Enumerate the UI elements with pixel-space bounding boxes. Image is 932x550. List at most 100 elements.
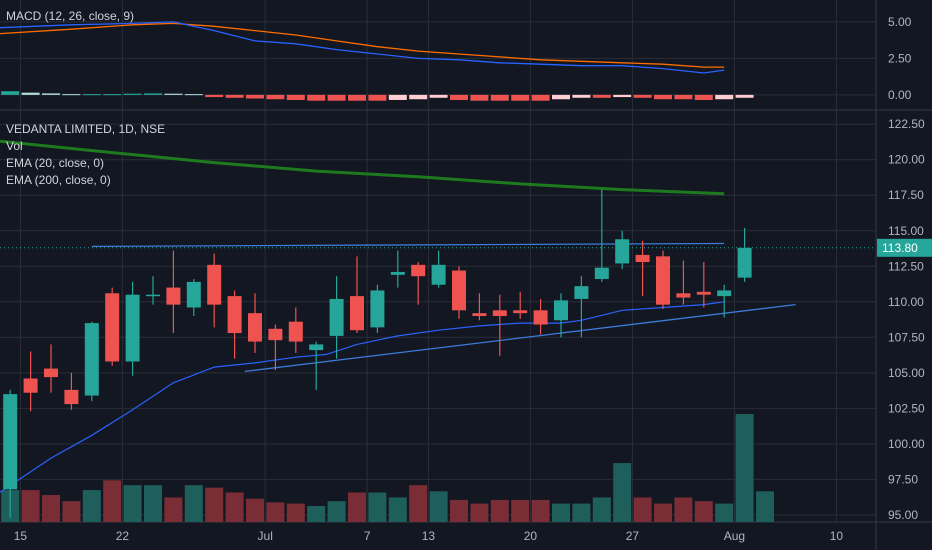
candle[interactable] [105,287,120,366]
candle[interactable] [23,351,38,412]
candle-body[interactable] [615,239,630,264]
candle-body[interactable] [166,287,181,305]
ema20-legend-label[interactable]: EMA (20, close, 0) [6,156,105,170]
candle-body[interactable] [146,294,160,297]
candle[interactable] [288,307,303,353]
candle[interactable] [513,291,528,319]
candle[interactable] [533,298,548,335]
candle[interactable] [146,276,160,305]
volume-bar [388,497,407,522]
candle[interactable] [207,253,222,328]
candle-body[interactable] [737,247,752,278]
candle-body[interactable] [594,267,609,280]
candle[interactable] [350,256,364,334]
macd-histogram-bar [21,92,40,95]
candle[interactable] [411,262,426,305]
candle[interactable] [309,341,324,390]
candle-body[interactable] [370,290,385,328]
candle[interactable] [64,372,79,410]
candle[interactable] [248,293,262,353]
candle[interactable] [717,284,732,318]
candle[interactable] [737,227,752,282]
candle[interactable] [186,279,201,316]
macd-histogram-bar [103,94,122,96]
candle[interactable] [84,321,99,402]
candle[interactable] [574,276,589,338]
macd-histogram-bar [1,91,20,95]
candle-body[interactable] [288,321,303,342]
macd-histogram-bar [368,94,387,101]
price-tick-label: 105.00 [888,366,925,380]
candle-body[interactable] [431,264,446,285]
volume-bar [633,497,652,522]
candle[interactable] [594,189,609,282]
candle-body[interactable] [452,270,466,311]
candle[interactable] [125,281,140,376]
volume-bar [674,497,693,522]
candle-body[interactable] [329,298,344,336]
candle-body[interactable] [513,310,528,314]
candle[interactable] [615,230,630,270]
candle[interactable] [656,250,670,309]
candle-body[interactable] [268,328,283,341]
time-tick-label: 7 [364,529,371,543]
candle-body[interactable] [64,389,79,405]
candle-body[interactable] [717,290,732,297]
candle-body[interactable] [125,294,140,362]
candle-body[interactable] [227,296,242,334]
candle[interactable] [554,293,568,338]
candle[interactable] [431,250,446,288]
candle[interactable] [268,324,283,370]
candle-body[interactable] [23,378,38,393]
candle[interactable] [452,266,466,319]
candle-body[interactable] [309,344,324,351]
candle-body[interactable] [533,310,548,325]
candle-body[interactable] [492,310,507,316]
volume-bar [694,501,713,522]
symbol-title[interactable]: VEDANTA LIMITED, 1D, NSE [6,122,166,136]
price-tick-label: 120.00 [888,153,925,167]
candle-body[interactable] [635,254,650,263]
candle-body[interactable] [350,296,364,331]
candle-body[interactable] [472,313,487,316]
volume-bar [307,506,326,522]
candle[interactable] [329,276,344,359]
candle[interactable] [696,262,711,308]
volume-legend-label[interactable]: Vol [6,139,23,153]
candle-body[interactable] [248,313,262,342]
candle-body[interactable] [696,291,711,295]
candle-body[interactable] [390,271,405,275]
candle-body[interactable] [554,300,568,321]
macd-histogram-bar [307,94,326,101]
candle-body[interactable] [656,256,670,305]
ema200-legend-label[interactable]: EMA (200, close, 0) [6,173,111,187]
candle-body[interactable] [84,323,99,396]
volume-bar [225,492,244,522]
candle-body[interactable] [44,368,58,378]
candle-body[interactable] [676,293,691,298]
price-tick-label: 97.50 [888,472,918,486]
candle-body[interactable] [3,394,18,490]
candle[interactable] [44,344,58,393]
candle[interactable] [370,284,385,334]
candle[interactable] [3,389,18,518]
macd-histogram-bar [511,94,530,101]
candlesticks[interactable] [3,189,752,518]
candle-body[interactable] [574,286,589,299]
candle-body[interactable] [186,281,201,308]
candle-body[interactable] [105,293,120,362]
candle[interactable] [227,290,242,359]
volume-bar [205,487,224,522]
candle-body[interactable] [411,264,426,277]
volume-bar [82,490,101,522]
candle[interactable] [390,250,405,288]
candle[interactable] [472,293,487,321]
candle[interactable] [492,294,507,356]
candle[interactable] [166,250,181,334]
candle[interactable] [635,240,650,297]
macd-histogram-bar [552,94,570,100]
candle[interactable] [676,260,691,305]
lower-trendline[interactable] [244,303,796,373]
candle-body[interactable] [207,264,222,305]
